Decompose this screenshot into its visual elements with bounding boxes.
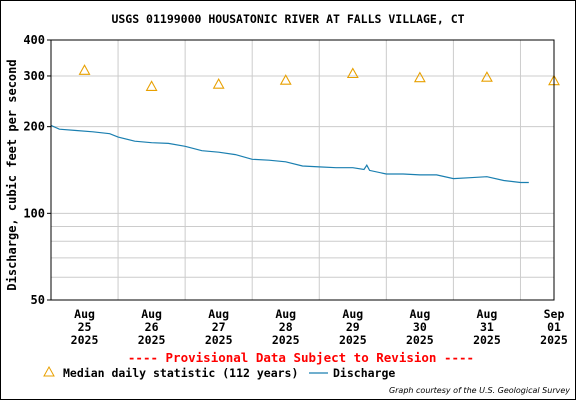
x-tick-month: Aug bbox=[141, 307, 162, 321]
x-tick-year: 2025 bbox=[540, 333, 568, 347]
x-tick-year: 2025 bbox=[71, 333, 99, 347]
y-axis-ticks: 50 100 200 300 400 bbox=[23, 33, 51, 307]
x-tick-month: Aug bbox=[342, 307, 363, 321]
median-point bbox=[145, 80, 158, 91]
legend-discharge-label: Discharge bbox=[333, 366, 395, 380]
x-tick-month: Aug bbox=[409, 307, 430, 321]
y-tick-label: 400 bbox=[23, 33, 45, 47]
x-tick-year: 2025 bbox=[473, 333, 501, 347]
median-point bbox=[212, 78, 225, 89]
y-axis-label: Discharge, cubic feet per second bbox=[5, 59, 19, 290]
median-point bbox=[413, 71, 426, 83]
x-tick-day: 29 bbox=[346, 320, 360, 334]
y-tick-label: 50 bbox=[31, 293, 45, 307]
x-tick-day: 31 bbox=[480, 320, 494, 334]
x-tick-day: 27 bbox=[212, 320, 226, 334]
x-tick-year: 2025 bbox=[339, 333, 367, 347]
x-tick-year: 2025 bbox=[138, 333, 166, 347]
y-tick-label: 200 bbox=[23, 120, 45, 134]
x-tick-month: Sep bbox=[544, 307, 565, 321]
provisional-notice: ---- Provisional Data Subject to Revisio… bbox=[128, 350, 474, 365]
discharge-series bbox=[50, 124, 529, 184]
x-tick-year: 2025 bbox=[272, 333, 300, 347]
discharge-line bbox=[50, 124, 529, 184]
x-tick-month: Aug bbox=[477, 307, 498, 321]
x-tick-year: 2025 bbox=[205, 333, 233, 347]
x-tick-day: 25 bbox=[78, 320, 92, 334]
legend: Median daily statistic (112 years) Disch… bbox=[43, 365, 395, 380]
y-tick-label: 300 bbox=[23, 69, 45, 83]
x-tick-day: 01 bbox=[547, 320, 561, 334]
legend-median-label: Median daily statistic (112 years) bbox=[63, 366, 298, 380]
credit-text: Graph courtesy of the U.S. Geological Su… bbox=[389, 386, 570, 395]
grid bbox=[51, 40, 554, 300]
median-point bbox=[78, 64, 91, 75]
y-tick-label: 100 bbox=[23, 206, 45, 220]
x-tick-day: 28 bbox=[279, 320, 293, 334]
plot-area bbox=[51, 40, 554, 300]
chart-title: USGS 01199000 HOUSATONIC RIVER AT FALLS … bbox=[111, 12, 464, 26]
x-tick-year: 2025 bbox=[406, 333, 434, 347]
x-axis-ticks: Aug252025Aug262025Aug272025Aug282025Aug2… bbox=[71, 307, 568, 347]
x-tick-month: Aug bbox=[275, 307, 296, 321]
x-tick-day: 30 bbox=[413, 320, 427, 334]
x-tick-month: Aug bbox=[208, 307, 229, 321]
legend-median-triangle-icon bbox=[43, 365, 55, 377]
median-point bbox=[480, 71, 493, 82]
median-point bbox=[346, 67, 359, 79]
median-point bbox=[279, 74, 292, 85]
plot-border bbox=[50, 39, 555, 301]
x-tick-month: Aug bbox=[74, 307, 95, 321]
x-tick-day: 26 bbox=[145, 320, 159, 334]
median-series bbox=[78, 64, 560, 91]
